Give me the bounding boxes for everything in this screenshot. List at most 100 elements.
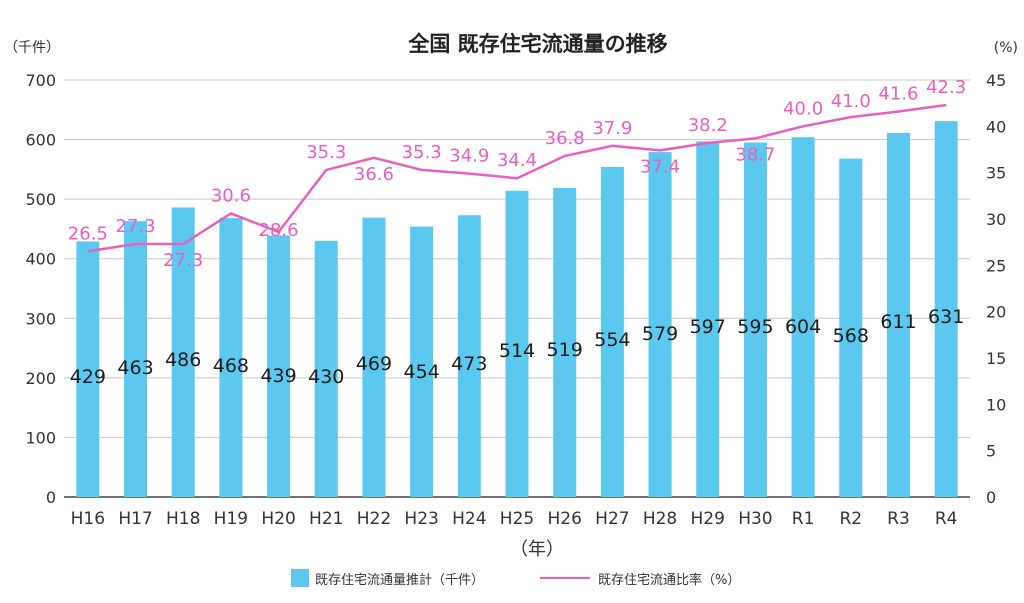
bar xyxy=(76,241,100,497)
x-axis-tick-label: H30 xyxy=(738,509,772,529)
x-axis-tick-label: H26 xyxy=(547,509,581,529)
bar xyxy=(743,142,767,498)
x-axis-tick-label: R4 xyxy=(935,509,958,529)
line-value-label: 35.3 xyxy=(402,142,442,163)
line-value-label: 27.3 xyxy=(163,250,203,271)
x-axis-ticks: H16 H17 H18 H19 H20 H21 H22 H23 H24 H25 H26 H27 H28 H… xyxy=(71,509,958,529)
line-value-label: 37.4 xyxy=(640,156,680,177)
bar-value-label: 568 xyxy=(833,325,869,347)
x-axis-tick-label: R3 xyxy=(887,509,910,529)
bar xyxy=(696,141,720,497)
bar-value-label: 611 xyxy=(880,311,916,333)
line-value-label: 34.9 xyxy=(449,146,489,167)
x-axis-tick-label: R2 xyxy=(839,509,862,529)
bar-value-label: 486 xyxy=(165,349,201,371)
y-axis-left-tick-label: 100 xyxy=(25,428,56,447)
bar xyxy=(648,152,672,497)
x-axis-label: （年） xyxy=(510,539,564,560)
bar-value-label: 514 xyxy=(499,340,535,362)
line-value-label: 35.3 xyxy=(306,142,346,163)
line-value-label: 27.3 xyxy=(115,216,155,237)
y-axis-right-tick-label: 10 xyxy=(986,395,1006,414)
bar-value-label: 430 xyxy=(308,366,344,388)
bar-value-labels: 429 463 486 468 439 430 469 454 473 514 519 554 579 5… xyxy=(70,306,965,388)
y-axis-left-tick-label: 500 xyxy=(25,190,56,209)
line-value-label: 41.0 xyxy=(831,91,871,112)
bar-value-label: 579 xyxy=(642,323,678,345)
y-axis-right-tick-label: 30 xyxy=(986,210,1006,229)
legend-bar-swatch xyxy=(291,569,309,587)
bar-value-label: 595 xyxy=(737,316,773,338)
line-value-labels: 26.5 27.3 27.3 30.6 28.6 35.3 36.6 35.3 34.9 34.4… xyxy=(68,77,966,271)
bar-value-label: 604 xyxy=(785,316,821,338)
y-axis-left-tick-label: 400 xyxy=(25,250,56,269)
bar-value-label: 519 xyxy=(547,339,583,361)
x-axis-tick-label: H19 xyxy=(214,509,248,529)
line-series xyxy=(87,103,947,253)
bar xyxy=(171,207,195,498)
y-axis-right-tick-label: 45 xyxy=(986,71,1006,90)
bar xyxy=(553,187,577,497)
bar-value-label: 468 xyxy=(213,355,249,377)
bar-value-label: 554 xyxy=(594,329,630,351)
x-axis-tick-label: H16 xyxy=(71,509,105,529)
y-axis-left-label: （千件） xyxy=(4,40,60,56)
bar-value-label: 469 xyxy=(356,353,392,375)
x-axis-tick-label: H18 xyxy=(166,509,200,529)
x-axis-tick-label: H21 xyxy=(309,509,343,529)
bar xyxy=(839,158,863,498)
y-axis-right-tick-label: 35 xyxy=(986,164,1006,183)
x-axis-tick-label: H29 xyxy=(691,509,725,529)
y-axis-right-tick-label: 40 xyxy=(986,117,1006,136)
line-value-label: 36.6 xyxy=(354,164,394,185)
bar-value-label: 463 xyxy=(117,357,153,379)
x-axis-tick-label: H22 xyxy=(357,509,391,529)
line-value-label: 30.6 xyxy=(211,185,251,206)
y-axis-left-tick-label: 200 xyxy=(25,369,56,388)
bar-series xyxy=(76,121,958,498)
bar xyxy=(124,221,148,498)
bar-value-label: 631 xyxy=(928,306,964,328)
line-value-label: 34.4 xyxy=(497,150,537,171)
line-value-label: 42.3 xyxy=(926,77,966,98)
y-axis-right-tick-label: 20 xyxy=(986,303,1006,322)
line-value-label: 28.6 xyxy=(259,220,299,241)
line-value-label: 37.9 xyxy=(592,118,632,139)
bar xyxy=(314,240,338,498)
bar-value-label: 429 xyxy=(70,366,106,388)
y-axis-left-tick-label: 300 xyxy=(25,309,56,328)
line-value-label: 40.0 xyxy=(783,98,823,119)
bar-value-label: 473 xyxy=(451,353,487,375)
y-axis-left-tick-label: 0 xyxy=(46,488,56,507)
line-value-label: 38.7 xyxy=(735,144,775,165)
chart-title: 全国 既存住宅流通量の推移 xyxy=(407,32,667,56)
bar xyxy=(267,235,291,497)
x-axis-tick-label: H20 xyxy=(261,509,295,529)
line-value-label: 38.2 xyxy=(688,115,728,136)
bar-value-label: 597 xyxy=(690,316,726,338)
x-axis-tick-label: R1 xyxy=(792,509,815,529)
bar-value-label: 454 xyxy=(403,361,439,383)
legend: 既存住宅流通量推計（千件） 既存住宅流通比率（%） xyxy=(291,569,740,588)
bar-value-label: 439 xyxy=(260,365,296,387)
y-axis-left-ticks: 0 100 200 300 400 500 600 700 xyxy=(25,71,56,507)
x-axis-tick-label: H24 xyxy=(452,509,486,529)
legend-bar-label: 既存住宅流通量推計（千件） xyxy=(315,572,484,588)
line-value-label: 26.5 xyxy=(68,223,108,244)
bar xyxy=(791,137,815,497)
x-axis-tick-label: H27 xyxy=(595,509,629,529)
x-axis-tick-label: H17 xyxy=(118,509,152,529)
line-value-label: 36.8 xyxy=(545,128,585,149)
y-axis-right-label: (%) xyxy=(994,40,1018,56)
bar xyxy=(457,215,481,497)
x-axis-tick-label: H23 xyxy=(404,509,438,529)
bar xyxy=(362,217,386,498)
bar xyxy=(600,166,624,497)
y-axis-right-tick-label: 15 xyxy=(986,349,1006,368)
line-path xyxy=(87,103,947,253)
bar xyxy=(886,133,910,498)
y-axis-right-tick-label: 0 xyxy=(986,488,996,507)
bar xyxy=(410,226,434,497)
